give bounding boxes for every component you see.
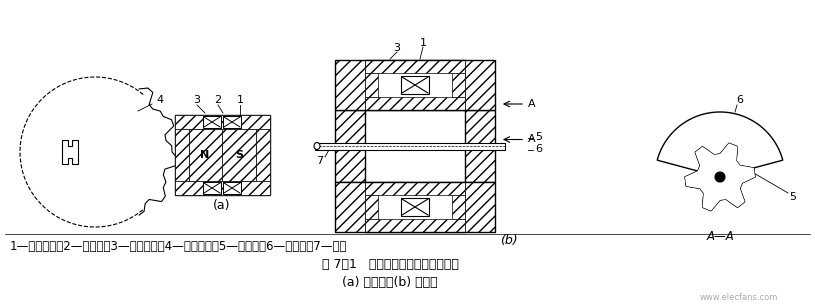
Bar (452, 73, 465, 97)
Circle shape (715, 172, 725, 182)
Bar (465, 110, 495, 182)
Bar (189, 129, 256, 181)
Text: A: A (528, 99, 535, 109)
Text: (b): (b) (500, 234, 518, 247)
Bar (335, 60, 365, 110)
Bar (315, 142, 505, 150)
Text: 5: 5 (535, 133, 542, 142)
Bar (401, 198, 429, 216)
Bar (365, 60, 465, 73)
Text: 6: 6 (737, 95, 743, 105)
Bar (452, 195, 465, 219)
Bar (203, 182, 221, 194)
Bar (335, 182, 495, 232)
Bar (175, 181, 270, 195)
Bar (175, 115, 270, 195)
Text: 1: 1 (420, 38, 426, 48)
Bar (365, 182, 465, 232)
Text: 3: 3 (193, 95, 200, 105)
Polygon shape (685, 143, 755, 211)
Text: 图 7－1   变磁通式磁电传感器结构图: 图 7－1 变磁通式磁电传感器结构图 (322, 258, 458, 271)
Polygon shape (657, 112, 782, 177)
Bar (335, 182, 365, 232)
Polygon shape (685, 143, 755, 211)
Bar (335, 60, 495, 110)
Text: (a): (a) (214, 199, 231, 212)
Bar (223, 116, 241, 128)
Text: A—A: A—A (706, 231, 734, 243)
Text: 1—永久磁铁；2—软磁铁；3—感应线圈；4—测量齿轮；5—内齿轮；6—外齿轮；7—转轴: 1—永久磁铁；2—软磁铁；3—感应线圈；4—测量齿轮；5—内齿轮；6—外齿轮；7… (10, 240, 347, 254)
Ellipse shape (314, 142, 320, 150)
Bar (203, 116, 221, 128)
Text: 6: 6 (535, 145, 542, 154)
Text: 2: 2 (214, 95, 222, 105)
Bar (256, 129, 270, 181)
Bar (335, 110, 365, 182)
Text: N: N (200, 150, 209, 160)
Bar (465, 182, 495, 232)
Bar (401, 76, 429, 94)
Polygon shape (657, 112, 782, 177)
Bar (365, 219, 465, 232)
Bar (175, 115, 270, 129)
Text: S: S (235, 150, 243, 160)
Bar (465, 60, 495, 110)
Bar (365, 73, 378, 97)
Text: www.elecfans.com: www.elecfans.com (700, 293, 778, 301)
Bar (365, 182, 465, 195)
Text: 1: 1 (236, 95, 244, 105)
Bar (222, 129, 256, 181)
Bar (365, 97, 465, 110)
Bar (175, 129, 189, 181)
Text: 7: 7 (316, 156, 324, 166)
Text: 5: 5 (790, 192, 796, 202)
Text: (a) 开磁路；(b) 闭磁路: (a) 开磁路；(b) 闭磁路 (342, 277, 438, 290)
Bar (365, 195, 378, 219)
Bar (365, 60, 465, 110)
Bar (223, 182, 241, 194)
Text: 3: 3 (394, 43, 400, 53)
Text: 4: 4 (156, 95, 164, 105)
Text: A: A (528, 134, 535, 145)
Polygon shape (62, 140, 78, 164)
Bar (189, 129, 222, 181)
